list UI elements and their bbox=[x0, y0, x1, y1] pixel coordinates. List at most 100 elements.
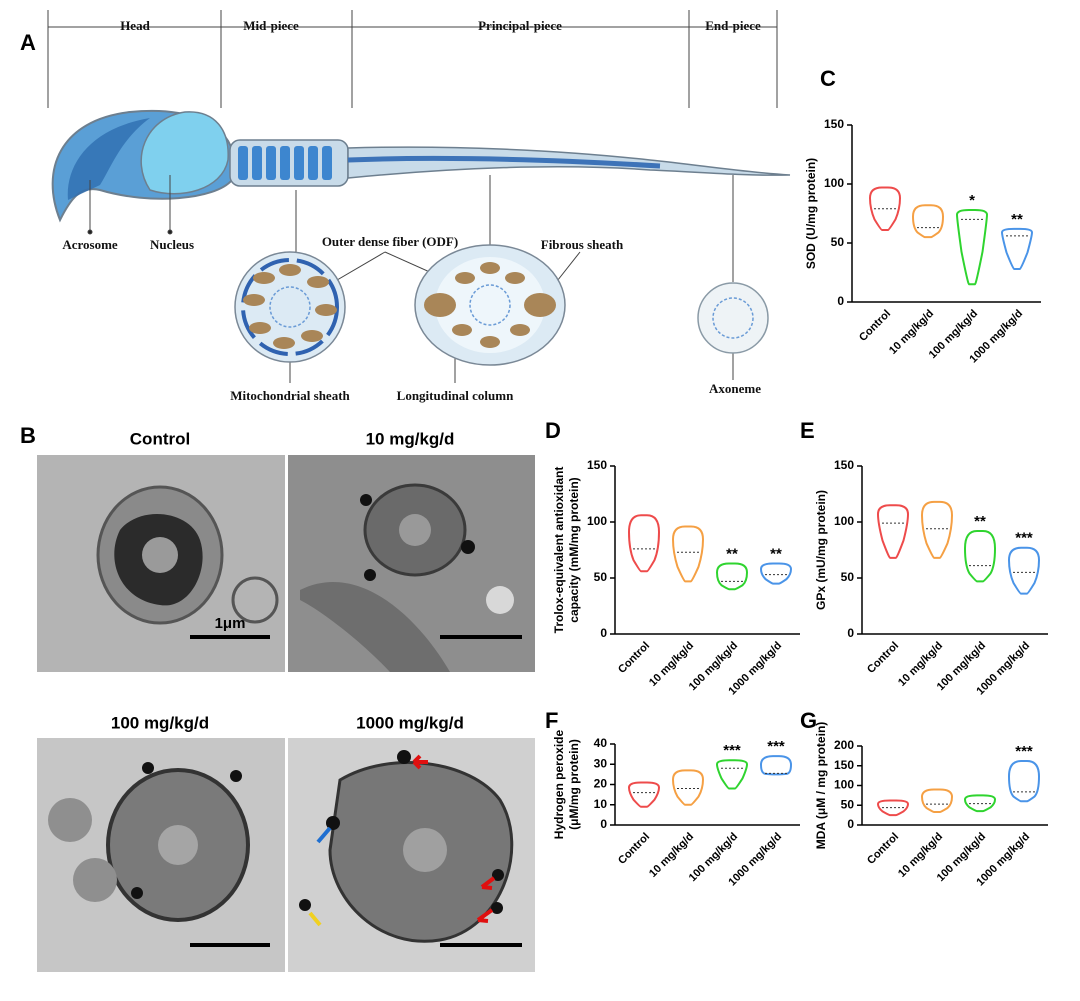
cross-section-end bbox=[697, 282, 769, 354]
y-tick-label: 50 bbox=[831, 235, 845, 249]
leader-lines bbox=[87, 175, 734, 383]
x-tick-label: Control bbox=[865, 831, 901, 867]
y-tick-label: 150 bbox=[587, 458, 607, 472]
panel-label: C bbox=[820, 66, 836, 91]
violin bbox=[1007, 760, 1041, 803]
y-tick-label: 50 bbox=[841, 797, 855, 811]
y-tick-label: 0 bbox=[837, 294, 844, 308]
y-axis-label: capacity (mM/mg protein) bbox=[567, 477, 581, 622]
micrograph-title: 100 mg/kg/d bbox=[111, 713, 209, 732]
y-axis-label: Hydrogen peroxide bbox=[552, 730, 566, 840]
x-tick-label: Control bbox=[865, 640, 901, 676]
cross-section-principal bbox=[414, 244, 566, 366]
violin bbox=[671, 769, 705, 806]
y-axis-label: SOD (U/mg protein) bbox=[804, 158, 818, 269]
significance: ** bbox=[974, 513, 986, 530]
violin bbox=[627, 781, 661, 808]
part-label: Axoneme bbox=[709, 381, 761, 396]
section-dividers bbox=[47, 10, 778, 108]
mitochondria bbox=[238, 146, 332, 180]
part-label: Mitochondrial sheath bbox=[230, 388, 350, 403]
micrograph bbox=[37, 738, 285, 972]
section-label: Mid-piece bbox=[243, 18, 299, 33]
y-tick-label: 0 bbox=[600, 626, 607, 640]
tail-core bbox=[347, 155, 661, 169]
violin bbox=[671, 525, 705, 583]
violin bbox=[868, 186, 902, 232]
violin bbox=[911, 204, 945, 239]
y-tick-label: 150 bbox=[834, 458, 854, 472]
nucleus bbox=[140, 111, 229, 195]
significance: *** bbox=[1015, 530, 1033, 547]
y-tick-label: 0 bbox=[600, 817, 607, 831]
y-axis-label: GPx (mU/mg protein) bbox=[814, 490, 828, 610]
section-label: Principal-piece bbox=[478, 18, 562, 33]
y-tick-label: 50 bbox=[841, 570, 855, 584]
part-label: Nucleus bbox=[150, 237, 194, 252]
micrograph-title: 10 mg/kg/d bbox=[366, 429, 455, 448]
violin bbox=[759, 755, 793, 776]
y-tick-label: 150 bbox=[824, 117, 844, 131]
y-tick-label: 100 bbox=[587, 514, 607, 528]
significance: *** bbox=[767, 738, 785, 755]
y-tick-label: 40 bbox=[594, 736, 608, 750]
significance: ** bbox=[726, 545, 738, 562]
significance: * bbox=[969, 192, 975, 209]
micrographs: B bbox=[20, 423, 535, 972]
violin bbox=[1007, 546, 1041, 595]
micrograph bbox=[288, 455, 535, 672]
y-tick-label: 150 bbox=[834, 758, 854, 772]
sperm-diagram: A Head Mid-piece Principal-piece End-pie… bbox=[20, 10, 791, 403]
violin bbox=[920, 500, 954, 559]
y-tick-label: 100 bbox=[834, 514, 854, 528]
scale-bar-label: 1μm bbox=[215, 615, 246, 632]
panel-label: A bbox=[20, 30, 36, 55]
significance: ** bbox=[770, 545, 782, 562]
y-tick-label: 30 bbox=[594, 756, 608, 770]
violin bbox=[627, 514, 661, 573]
y-tick-label: 100 bbox=[824, 176, 844, 190]
y-axis-label: MDA (μM / mg protein) bbox=[814, 722, 828, 850]
significance: *** bbox=[1015, 743, 1033, 760]
violin bbox=[1000, 227, 1034, 270]
violin bbox=[963, 794, 997, 813]
micrograph-title: Control bbox=[130, 429, 190, 448]
part-label: Outer dense fiber (ODF) bbox=[322, 234, 458, 249]
significance: *** bbox=[723, 742, 741, 759]
x-tick-label: Control bbox=[616, 831, 652, 867]
violin bbox=[715, 562, 749, 591]
section-label: Head bbox=[120, 18, 150, 33]
violin bbox=[963, 529, 997, 583]
part-label: Fibrous sheath bbox=[541, 237, 624, 252]
part-label: Longitudinal column bbox=[397, 388, 514, 403]
y-tick-label: 200 bbox=[834, 738, 854, 752]
panel-label: E bbox=[800, 418, 815, 443]
y-tick-label: 20 bbox=[594, 777, 608, 791]
y-tick-label: 100 bbox=[834, 778, 854, 792]
panel-label: G bbox=[800, 708, 817, 733]
panel-label: F bbox=[545, 708, 558, 733]
x-tick-label: Control bbox=[616, 640, 652, 676]
section-label: End-piece bbox=[705, 18, 761, 33]
y-tick-label: 50 bbox=[594, 570, 608, 584]
y-tick-label: 0 bbox=[847, 817, 854, 831]
violin bbox=[759, 562, 793, 585]
violin bbox=[920, 788, 954, 813]
violin bbox=[876, 799, 910, 817]
acrosome bbox=[67, 118, 150, 200]
violin bbox=[715, 759, 749, 790]
cross-section-mid bbox=[234, 251, 346, 363]
panel-label: D bbox=[545, 418, 561, 443]
panel-label: B bbox=[20, 423, 36, 448]
y-axis-label: Trolox-equivalent antioxidant bbox=[552, 467, 566, 634]
y-tick-label: 0 bbox=[847, 626, 854, 640]
micrograph bbox=[37, 455, 285, 672]
micrograph bbox=[288, 738, 535, 972]
part-label: Acrosome bbox=[62, 237, 118, 252]
y-axis-label: (μM/mg protein) bbox=[567, 739, 581, 830]
micrograph-title: 1000 mg/kg/d bbox=[356, 713, 464, 732]
x-tick-label: Control bbox=[857, 308, 893, 344]
significance: ** bbox=[1011, 211, 1023, 228]
